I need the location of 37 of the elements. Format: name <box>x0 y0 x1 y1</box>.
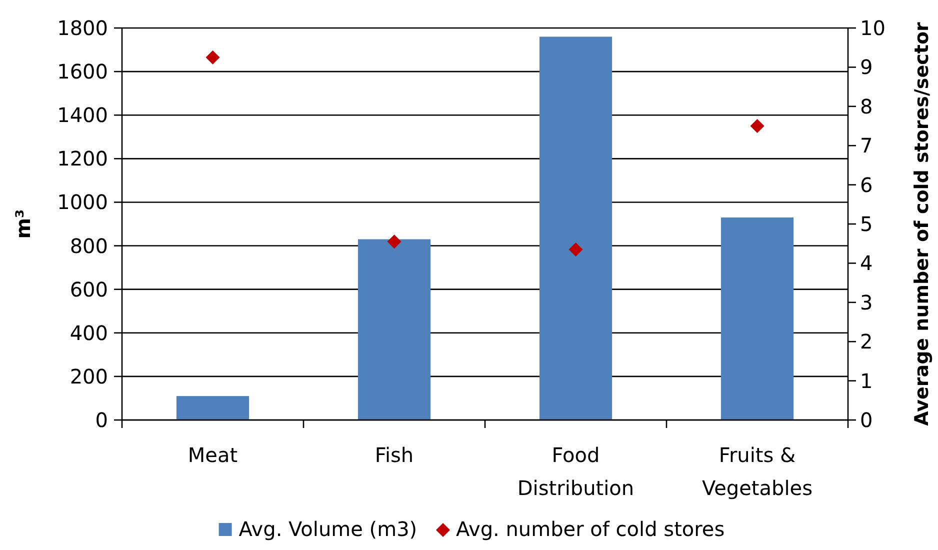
y2-tick-label: 1 <box>860 368 873 393</box>
y-tick-label: 1800 <box>57 16 108 40</box>
y2-tick-label: 4 <box>860 251 873 276</box>
y-tick-label: 600 <box>70 277 108 302</box>
x-tick-label: Food Distribution <box>517 443 634 500</box>
y-tick-label: 1200 <box>57 146 108 171</box>
x-tick-label: Fish <box>374 443 414 467</box>
y-tick-label: 800 <box>70 234 108 258</box>
x-tick-label: Fruits & Vegetables <box>702 443 813 500</box>
legend-label: Avg. number of cold stores <box>456 517 725 541</box>
y2-axis-title: Average number of cold stores/sector <box>911 21 933 426</box>
y2-tick-label: 3 <box>860 290 873 314</box>
bar <box>176 396 250 420</box>
bar <box>358 239 431 420</box>
y2-tick-label: 10 <box>860 16 886 40</box>
y2-tick-label: 5 <box>860 212 873 236</box>
legend-label: Avg. Volume (m3) <box>238 517 418 541</box>
point <box>750 119 764 133</box>
y-tick-label: 1000 <box>57 190 108 214</box>
y-axis-title: m³ <box>11 209 35 239</box>
y-tick-label: 1400 <box>57 103 108 128</box>
bar <box>720 217 794 420</box>
bar <box>539 36 612 420</box>
y2-tick-label: 8 <box>860 94 873 118</box>
y2-tick-label: 7 <box>860 134 873 158</box>
point <box>206 50 220 64</box>
point <box>568 242 583 256</box>
y2-tick-label: 0 <box>860 408 873 432</box>
point <box>387 234 402 249</box>
x-tick-label: Meat <box>188 443 238 467</box>
y2-tick-label: 6 <box>860 172 873 197</box>
y-tick-label: 1600 <box>57 60 108 84</box>
y-tick-label: 200 <box>70 364 108 388</box>
y-tick-label: 400 <box>70 320 108 345</box>
y2-tick-label: 2 <box>860 330 873 354</box>
y2-tick-label: 9 <box>860 55 873 80</box>
y-tick-label: 0 <box>95 408 108 432</box>
